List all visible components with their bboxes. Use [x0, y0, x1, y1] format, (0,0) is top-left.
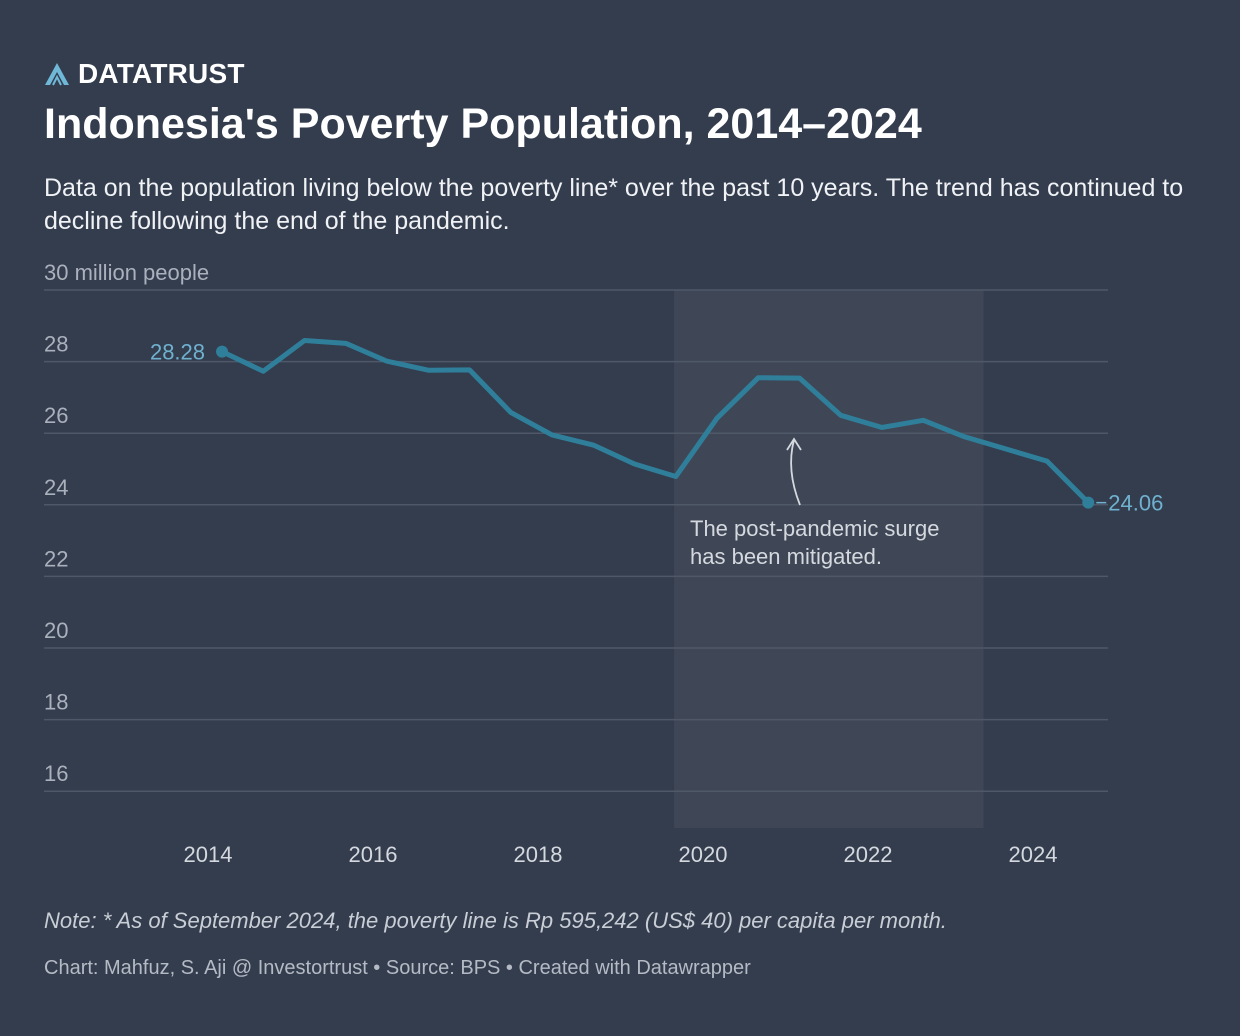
x-tick-label: 2014 [184, 842, 233, 867]
data-point [1082, 496, 1095, 509]
x-tick-label: 2022 [844, 842, 893, 867]
x-tick-label: 2018 [514, 842, 563, 867]
data-point [216, 345, 229, 358]
annotation-arrowhead-icon [786, 437, 802, 451]
y-tick-label: 18 [44, 690, 68, 715]
y-tick-label: 22 [44, 546, 68, 571]
brand-name: DATATRUST [78, 58, 245, 89]
brand-logo: DATATRUST [44, 58, 245, 90]
y-tick-label: 28 [44, 332, 68, 357]
datatrust-logo-icon [45, 63, 69, 86]
highlight-band [674, 290, 984, 828]
annotation-arrow [790, 439, 801, 506]
annotation-text-line1: The post-pandemic surge [690, 516, 939, 541]
y-tick-label: 16 [44, 761, 68, 786]
chart-title: Indonesia's Poverty Population, 2014–202… [44, 100, 922, 148]
chart-credit: Chart: Mahfuz, S. Aji @ Investortrust • … [44, 957, 751, 979]
x-tick-label: 2020 [679, 842, 728, 867]
y-axis-label: 30 million people [44, 260, 209, 285]
annotation-text-line2: has been mitigated. [690, 544, 882, 569]
x-tick-label: 2016 [349, 842, 398, 867]
data-label-first: 28.28 [150, 340, 205, 365]
x-tick-label: 2024 [1009, 842, 1058, 867]
y-tick-label: 26 [44, 403, 68, 428]
chart-subtitle: Data on the population living below the … [44, 174, 1184, 235]
chart-note: Note: * As of September 2024, the povert… [44, 908, 947, 933]
y-tick-label: 24 [44, 475, 68, 500]
y-tick-label: 20 [44, 618, 68, 643]
data-label-last: 24.06 [1108, 491, 1163, 516]
series-line [220, 337, 1091, 505]
